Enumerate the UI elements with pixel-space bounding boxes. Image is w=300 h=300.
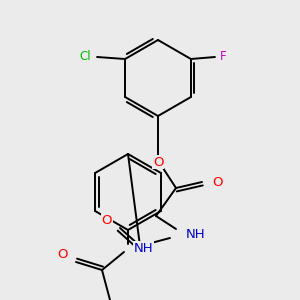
Text: O: O <box>153 155 163 169</box>
Text: O: O <box>58 248 68 260</box>
Text: NH: NH <box>186 227 206 241</box>
Text: Cl: Cl <box>80 50 91 64</box>
Text: O: O <box>212 176 223 188</box>
Text: O: O <box>101 214 112 226</box>
Text: F: F <box>220 50 226 64</box>
Text: NH: NH <box>134 242 154 254</box>
